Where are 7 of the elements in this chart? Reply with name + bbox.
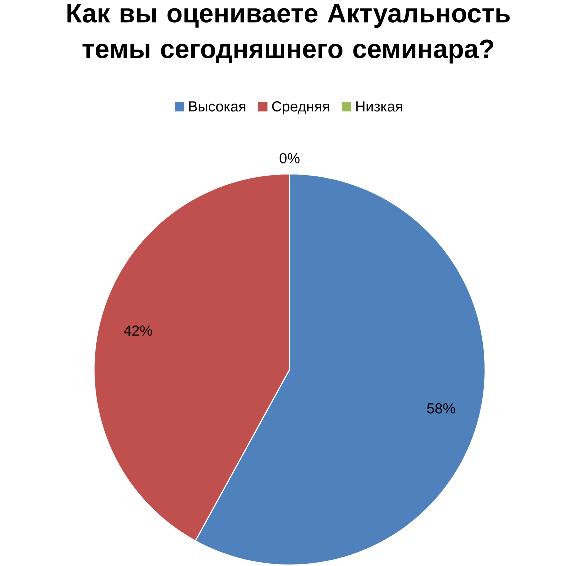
legend-label: Средняя (272, 102, 330, 115)
legend-label: Высокая (189, 102, 246, 112)
data-label: 58% (427, 404, 456, 414)
chart-title: Как вы оцениваете Актуальность темы сегодняшнего семинара? (68, 4, 510, 64)
data-label: 42% (124, 326, 152, 336)
text: 0% (280, 153, 300, 164)
legend-label: Низкая (356, 102, 402, 112)
